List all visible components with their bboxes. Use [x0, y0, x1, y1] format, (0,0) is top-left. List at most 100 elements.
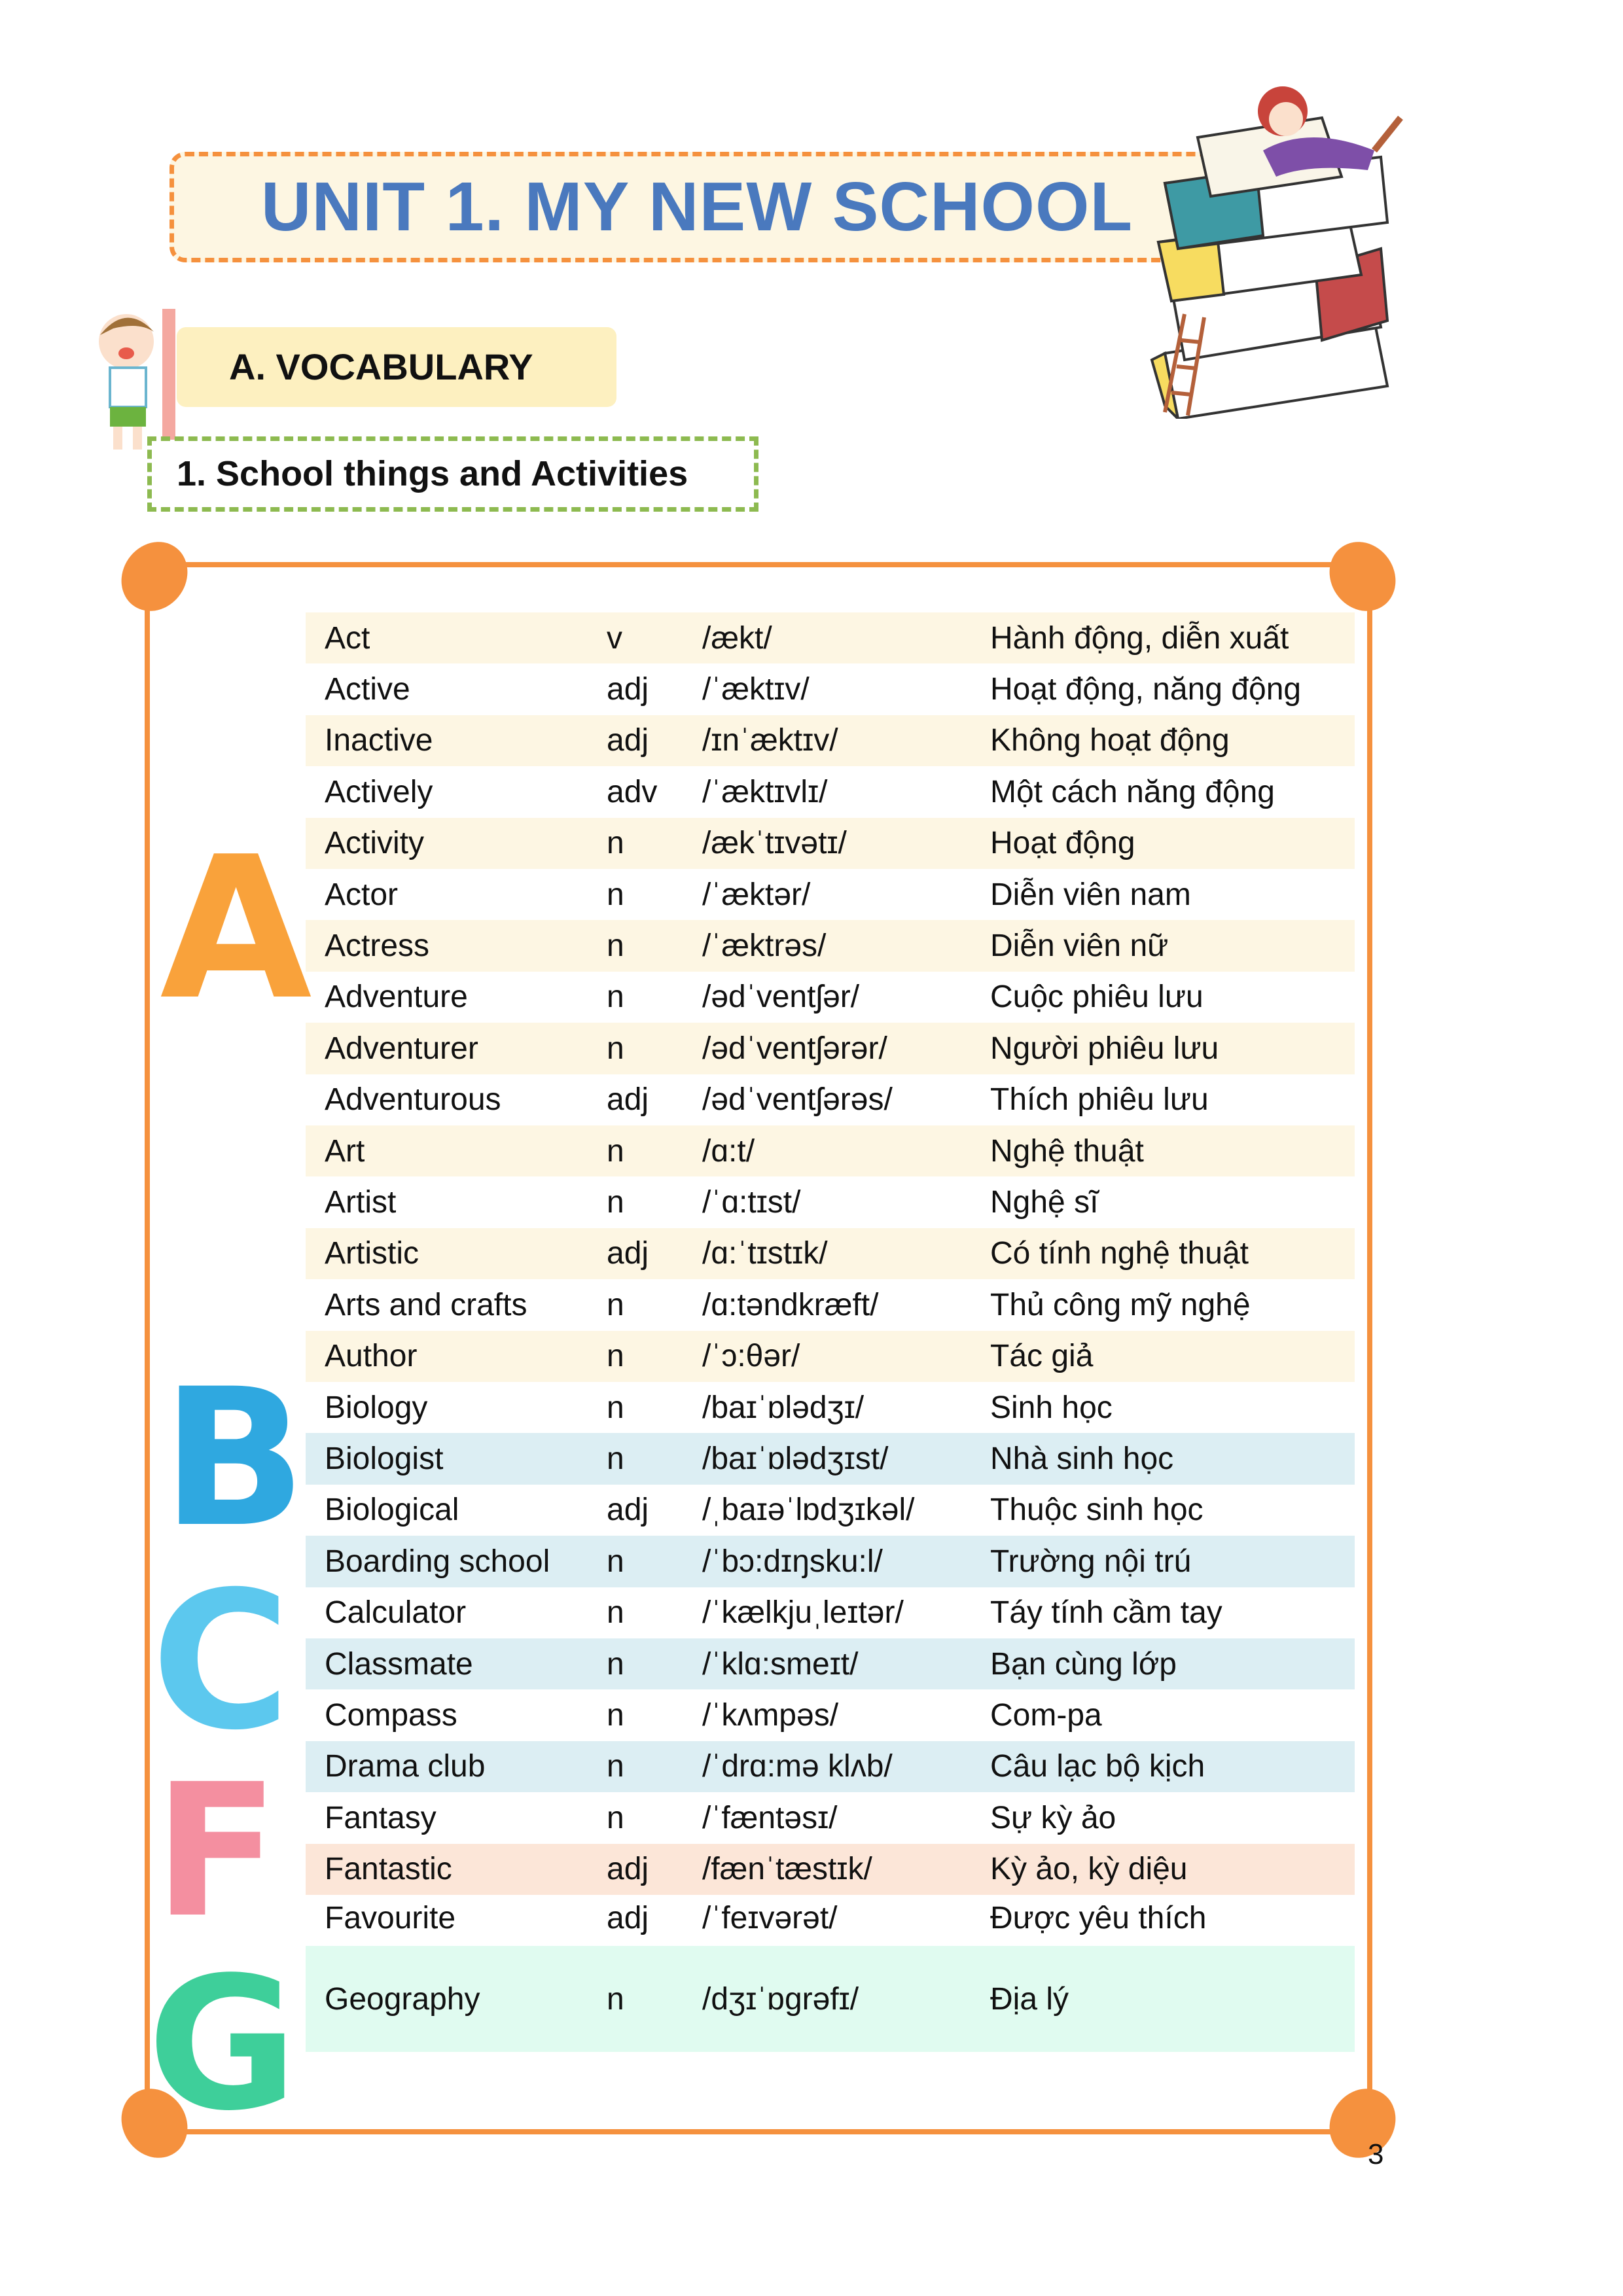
section-heading: A. VOCABULARY — [229, 346, 533, 387]
cell-meaning: Com-pa — [990, 1698, 1102, 1733]
cell-ipa: /ækˈtɪvətɪ/ — [702, 826, 847, 861]
cell-word: Fantastic — [325, 1852, 452, 1887]
cell-meaning: Diễn viên nam — [990, 877, 1191, 912]
cell-meaning: Hành động, diễn xuất — [990, 620, 1289, 656]
table-row: Geography n/dʒɪˈɒgrəfɪ/Địa lý — [306, 1946, 1355, 2053]
table-row: Arts and crafts n/ɑ:təndkræft/Thủ công mỹ… — [306, 1279, 1355, 1331]
cell-ipa: /ˈæktɪv/ — [702, 672, 810, 707]
cell-word: Author — [325, 1339, 418, 1374]
cell-pos: n — [607, 1544, 624, 1579]
cell-ipa: /ɑ:təndkræft/ — [702, 1287, 879, 1322]
table-row: Adventure n/ədˈventʃər/Cuộc phiêu lưu — [306, 971, 1355, 1023]
cell-ipa: /ˈbɔ:dɪŋsku:l/ — [702, 1544, 883, 1579]
cell-pos: n — [607, 1390, 624, 1425]
letter-c-icon: C — [151, 1551, 291, 1772]
table-row: Act v/ækt/Hành động, diễn xuất — [306, 612, 1355, 664]
cell-word: Calculator — [325, 1595, 467, 1631]
cell-meaning: Táy tính cầm tay — [990, 1595, 1222, 1631]
cell-meaning: Trường nội trú — [990, 1544, 1192, 1579]
vocabulary-frame — [145, 562, 1372, 2134]
cell-word: Art — [325, 1133, 365, 1169]
cell-pos: n — [607, 1339, 624, 1374]
cell-ipa: /ədˈventʃərər/ — [702, 1031, 887, 1066]
cell-meaning: Hoạt động, năng động — [990, 672, 1302, 707]
page-number: 3 — [1368, 2138, 1384, 2170]
girl-reading-books-illustration — [1150, 86, 1403, 419]
cell-meaning: Địa lý — [990, 1981, 1069, 2017]
cell-pos: v — [607, 620, 622, 656]
cell-word: Adventurer — [325, 1031, 478, 1066]
table-row: Drama club n/ˈdrɑ:mə klʌb/Câu lạc bộ kịch — [306, 1740, 1355, 1793]
cell-word: Drama club — [325, 1749, 486, 1784]
table-row: Artistic adj/ɑ:ˈtɪstɪk/Có tính nghệ thuật — [306, 1227, 1355, 1280]
cell-pos: adj — [607, 1901, 649, 1935]
cell-word: Active — [325, 672, 410, 707]
cell-ipa: /ˈæktɪvlɪ/ — [702, 774, 828, 809]
cell-pos: adj — [607, 1852, 649, 1887]
cell-pos: n — [607, 1981, 624, 2017]
cell-pos: n — [607, 928, 624, 964]
cell-ipa: /ækt/ — [702, 620, 772, 656]
cell-pos: n — [607, 877, 624, 912]
cell-meaning: Được yêu thích — [990, 1901, 1207, 1935]
cell-pos: n — [607, 1749, 624, 1784]
table-row: Author n/ˈɔ:θər/Tác giả — [306, 1330, 1355, 1382]
letter-g-icon: G — [147, 1938, 298, 2151]
cell-meaning: Thủ công mỹ nghệ — [990, 1287, 1251, 1322]
cell-pos: adj — [607, 723, 649, 758]
table-row: Calculator n/ˈkælkjuˌleɪtər/Táy tính cầm … — [306, 1587, 1355, 1638]
cell-ipa: /baɪˈɒlədʒɪst/ — [702, 1441, 889, 1477]
subsection-banner — [147, 436, 758, 512]
cell-ipa: /ˌbaɪəˈlɒdʒɪkəl/ — [702, 1492, 915, 1528]
cell-word: Inactive — [325, 723, 433, 758]
cell-pos: adj — [607, 672, 649, 707]
table-row: Inactive adj/ɪnˈæktɪv/Không hoạt động — [306, 715, 1355, 767]
cell-word: Compass — [325, 1698, 457, 1733]
letter-f-icon: F — [154, 1745, 279, 1958]
cell-word: Fantasy — [325, 1800, 437, 1835]
cell-pos: adj — [607, 1082, 649, 1118]
cell-word: Biologist — [325, 1441, 444, 1477]
cell-word: Arts and crafts — [325, 1287, 527, 1322]
cell-pos: n — [607, 1185, 624, 1220]
cell-word: Biological — [325, 1492, 459, 1528]
table-row: Actress n/ˈæktrəs/Diễn viên nữ — [306, 920, 1355, 972]
cell-word: Adventure — [325, 980, 468, 1015]
cell-word: Actress — [325, 928, 430, 964]
cell-ipa: /ˈkælkjuˌleɪtər/ — [702, 1595, 904, 1631]
table-row: Actively adv/ˈæktɪvlɪ/Một cách năng động — [306, 766, 1355, 818]
cell-word: Artistic — [325, 1236, 419, 1271]
table-row: Compass n/ˈkʌmpəs/Com-pa — [306, 1689, 1355, 1741]
cell-pos: adj — [607, 1236, 649, 1271]
cell-pos: n — [607, 1800, 624, 1835]
cell-word: Act — [325, 620, 370, 656]
cell-meaning: Một cách năng động — [990, 774, 1275, 809]
cell-meaning: Tác giả — [990, 1339, 1094, 1374]
cell-pos: n — [607, 1287, 624, 1322]
cell-meaning: Kỳ ảo, kỳ diệu — [990, 1852, 1188, 1887]
cell-ipa: /ˈklɑ:smeɪt/ — [702, 1646, 859, 1682]
table-row: Biological adj/ˌbaɪəˈlɒdʒɪkəl/Thuộc sinh … — [306, 1484, 1355, 1536]
cell-meaning: Người phiêu lưu — [990, 1031, 1219, 1066]
cell-pos: n — [607, 980, 624, 1015]
table-row: Boarding school n/ˈbɔ:dɪŋsku:l/Trường nội… — [306, 1536, 1355, 1587]
cell-ipa: /ədˈventʃər/ — [702, 980, 860, 1015]
cell-meaning: Nhà sinh học — [990, 1441, 1174, 1477]
table-row: Artist n/ˈɑ:tɪst/Nghệ sĩ — [306, 1176, 1355, 1228]
title-banner — [169, 152, 1224, 262]
boy-with-pencil-illustration — [99, 309, 175, 450]
letter-b-icon: B — [161, 1349, 307, 1569]
cell-meaning: Thuộc sinh học — [990, 1492, 1204, 1528]
cell-ipa: /dʒɪˈɒgrəfɪ/ — [702, 1981, 859, 2017]
cell-word: Activity — [325, 826, 425, 861]
table-row: Adventurous adj/ədˈventʃərəs/Thích phiêu … — [306, 1074, 1355, 1125]
table-row: Adventurer n/ədˈventʃərər/Người phiêu lưu — [306, 1023, 1355, 1074]
cell-ipa: /ˈfæntəsɪ/ — [702, 1800, 838, 1835]
cell-pos: n — [607, 1646, 624, 1682]
cell-pos: adv — [607, 774, 658, 809]
cell-ipa: /ˈæktər/ — [702, 877, 811, 912]
table-row: Actor n/ˈæktər/Diễn viên nam — [306, 869, 1355, 921]
cell-word: Favourite — [325, 1901, 456, 1935]
cell-meaning: Cuộc phiêu lưu — [990, 980, 1204, 1015]
section-banner — [177, 327, 616, 407]
